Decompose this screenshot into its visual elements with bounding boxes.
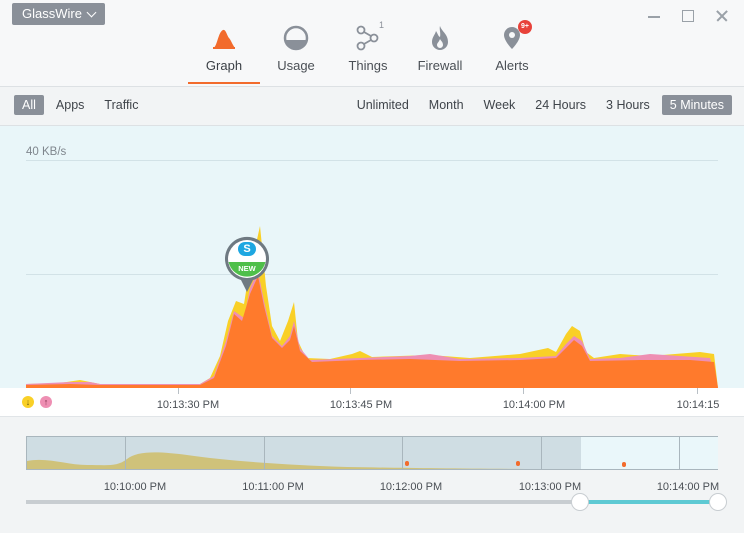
- firewall-icon: [426, 24, 454, 52]
- combined-area: [26, 276, 718, 388]
- tick: [178, 388, 179, 394]
- timeline-track[interactable]: [26, 500, 718, 504]
- gridline: [26, 160, 718, 161]
- range-unlimited-button[interactable]: Unlimited: [356, 98, 409, 112]
- main-nav: Graph Usage: [188, 20, 548, 84]
- overview-tick-label: 10:11:00 PM: [242, 481, 304, 493]
- skype-icon: S: [238, 242, 256, 256]
- outgoing-legend-icon[interactable]: ↑: [40, 396, 52, 408]
- timeline-overview[interactable]: [26, 436, 718, 470]
- overview-event-marker[interactable]: [516, 461, 520, 466]
- tab-firewall-label: Firewall: [417, 58, 463, 73]
- header: GlassWire Graph: [0, 0, 744, 87]
- tab-graph-label: Graph: [205, 58, 243, 73]
- tab-graph[interactable]: Graph: [188, 22, 260, 84]
- view-filter-group: All Apps Traffic: [14, 95, 146, 115]
- time-tick-label: 10:14:15: [676, 399, 720, 411]
- overview-tick-label: 10:10:00 PM: [103, 481, 167, 493]
- filter-all-button[interactable]: All: [14, 95, 44, 115]
- gridline: [26, 274, 718, 275]
- range-24-hours-button[interactable]: 24 Hours: [535, 98, 587, 112]
- time-tick-label: 10:14:00 PM: [502, 399, 566, 411]
- new-badge: NEW: [238, 264, 256, 273]
- tab-usage-label: Usage: [277, 58, 315, 73]
- chevron-down-icon: [86, 7, 97, 17]
- app-marker[interactable]: S NEW: [224, 236, 270, 294]
- tick: [350, 388, 351, 394]
- tick: [523, 388, 524, 394]
- overview-tick-label: 10:13:00 PM: [518, 481, 582, 493]
- brand-menu-button[interactable]: GlassWire: [12, 3, 105, 25]
- filter-traffic-button[interactable]: Traffic: [104, 98, 139, 112]
- range-month-button[interactable]: Month: [428, 98, 464, 112]
- graph-icon: [210, 24, 238, 52]
- traffic-area-chart: [26, 226, 718, 388]
- time-range-group: Unlimited Month Week 24 Hours 3 Hours 5 …: [349, 95, 732, 115]
- time-tick-label: 10:13:30 PM: [156, 399, 220, 411]
- overview-tick-label: 10:12:00 PM: [379, 481, 443, 493]
- overview-gridline: [541, 437, 542, 469]
- alerts-badge: 9+: [518, 20, 532, 34]
- range-end-handle[interactable]: [709, 493, 727, 511]
- window-controls: [644, 6, 732, 26]
- close-icon[interactable]: [712, 6, 732, 26]
- brand-label: GlassWire: [22, 6, 82, 21]
- things-icon: 1: [354, 20, 384, 52]
- overview-event-marker[interactable]: [405, 461, 409, 466]
- filter-bar: All Apps Traffic Unlimited Month Week 24…: [0, 87, 744, 126]
- alerts-icon: 9+: [498, 20, 532, 52]
- graph-scale-label: 40 KB/s: [26, 146, 67, 158]
- usage-icon: [282, 24, 310, 52]
- minimize-icon[interactable]: [644, 6, 664, 26]
- overview-event-marker[interactable]: [622, 462, 626, 467]
- time-tick-label: 10:13:45 PM: [329, 399, 393, 411]
- incoming-legend-icon[interactable]: ↓: [22, 396, 34, 408]
- things-count: 1: [378, 20, 384, 30]
- traffic-graph[interactable]: 40 KB/s S NEW: [0, 126, 744, 388]
- time-axis: ↓ ↑ 10:13:30 PM 10:13:45 PM 10:14:00 PM …: [0, 388, 744, 417]
- tick: [697, 388, 698, 394]
- overview-gridline: [125, 437, 126, 469]
- overview-tick-label: 10:14:00 PM: [656, 481, 720, 493]
- overview-gridline: [679, 437, 680, 469]
- tab-things[interactable]: 1 Things: [332, 20, 404, 84]
- overview-gridline: [264, 437, 265, 469]
- overview-area-chart: [27, 452, 581, 469]
- tab-usage[interactable]: Usage: [260, 22, 332, 84]
- tab-firewall[interactable]: Firewall: [404, 22, 476, 84]
- filter-apps-button[interactable]: Apps: [55, 98, 85, 112]
- range-3-hours-button[interactable]: 3 Hours: [606, 98, 650, 112]
- overview-selection[interactable]: [581, 437, 718, 469]
- timeline-track-selected[interactable]: [580, 500, 718, 504]
- tab-things-label: Things: [348, 58, 388, 73]
- tab-alerts-label: Alerts: [495, 58, 529, 73]
- maximize-icon[interactable]: [678, 6, 698, 26]
- range-week-button[interactable]: Week: [483, 98, 516, 112]
- range-start-handle[interactable]: [571, 493, 589, 511]
- tab-alerts[interactable]: 9+ Alerts: [476, 20, 548, 84]
- overview-gridline: [402, 437, 403, 469]
- range-5-minutes-button[interactable]: 5 Minutes: [661, 95, 732, 115]
